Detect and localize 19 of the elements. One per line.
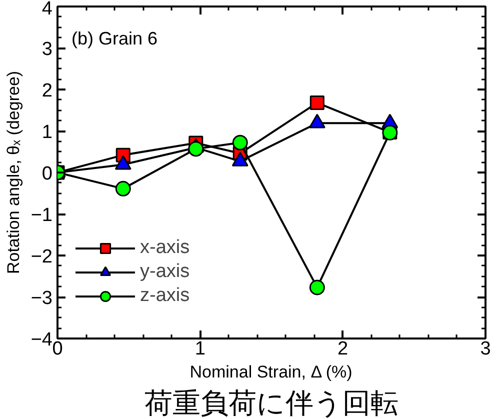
y-axis-title: Rotation angle, θₓ (degree)	[4, 70, 23, 274]
legend-label: y-axis	[140, 261, 190, 283]
x-tick-label: 1	[194, 338, 206, 360]
y-tick-label: 0	[42, 164, 53, 184]
y-tick-label: 2	[42, 80, 53, 102]
x-tick-label: 3	[480, 338, 491, 360]
y-tick-label: −3	[30, 288, 53, 309]
text: 荷重負荷に伴う回転	[144, 386, 398, 419]
y-tick-label: −1	[30, 205, 53, 226]
y-tick-label: −2	[30, 246, 53, 268]
y-tick-label: 4	[42, 0, 53, 20]
legend-label: x-axis	[140, 237, 190, 259]
annotation: (b) Grain 6	[72, 28, 158, 48]
y-tick-label: 3	[42, 39, 53, 60]
x-tick-label: 2	[338, 338, 348, 360]
legend-label: z-axis	[140, 285, 190, 307]
y-tick-label: 1	[42, 122, 53, 143]
x-axis-title: Nominal Strain, Δ (%)	[190, 362, 352, 382]
y-tick-label: −4	[30, 330, 53, 350]
